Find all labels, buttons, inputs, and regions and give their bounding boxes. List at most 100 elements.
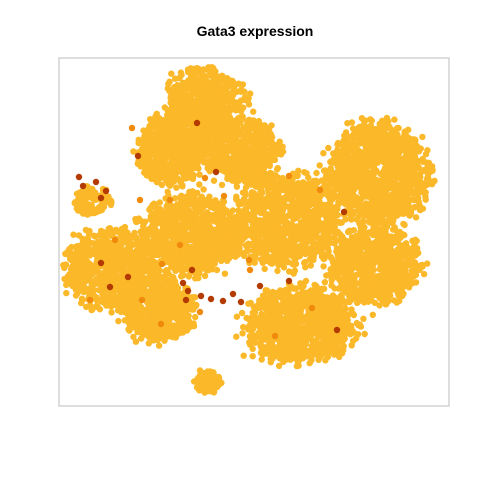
- data-point: [190, 249, 197, 256]
- data-point: [172, 154, 179, 161]
- data-point: [362, 117, 369, 124]
- data-point: [342, 174, 349, 181]
- data-point: [233, 168, 240, 175]
- data-point: [172, 75, 179, 82]
- data-point: [177, 136, 184, 143]
- data-point: [268, 241, 275, 249]
- data-point: [223, 169, 230, 177]
- data-point: [161, 104, 168, 111]
- data-point: [251, 259, 258, 266]
- data-point: [364, 173, 372, 180]
- data-point: [329, 159, 336, 166]
- data-point: [399, 207, 407, 215]
- data-point: [189, 89, 196, 97]
- data-point: [232, 240, 240, 247]
- data-point: [428, 163, 436, 170]
- data-point: [404, 191, 411, 198]
- data-point: [199, 95, 206, 102]
- data-point: [258, 129, 265, 136]
- data-point: [288, 239, 295, 247]
- data-point: [150, 158, 157, 165]
- data-point: [313, 201, 321, 209]
- data-point: [328, 228, 335, 235]
- data-point: [255, 148, 263, 156]
- data-point: [152, 113, 159, 120]
- data-point: [135, 139, 143, 146]
- data-point: [218, 181, 226, 189]
- data-point: [419, 133, 426, 141]
- data-point: [233, 183, 241, 190]
- data-point: [190, 172, 197, 179]
- data-point: [142, 147, 149, 154]
- data-point: [269, 170, 276, 178]
- data-point: [405, 126, 412, 133]
- data-point: [251, 194, 259, 201]
- data-point: [219, 84, 227, 91]
- data-point: [289, 200, 296, 208]
- data-point: [243, 217, 251, 224]
- data-point: [196, 204, 204, 211]
- data-point: [357, 131, 364, 138]
- data-point: [401, 221, 408, 229]
- data-point: [391, 139, 398, 147]
- data-point: [304, 193, 311, 200]
- data-point: [200, 254, 207, 261]
- data-point: [255, 221, 263, 228]
- data-point: [279, 197, 286, 204]
- data-point: [258, 182, 265, 189]
- data-point: [385, 118, 392, 125]
- data-point: [197, 227, 204, 235]
- data-point: [249, 119, 256, 127]
- data-point: [190, 164, 198, 171]
- data-point: [375, 155, 382, 162]
- data-point: [178, 89, 186, 97]
- data-point: [267, 259, 274, 267]
- data-point: [313, 169, 320, 177]
- data-point: [358, 189, 365, 196]
- data-point: [200, 186, 207, 193]
- data-point: [401, 171, 408, 179]
- data-point: [237, 149, 245, 157]
- data-point: [191, 79, 199, 86]
- data-point: [274, 165, 281, 172]
- data-point: [221, 270, 229, 277]
- data-point: [394, 194, 401, 201]
- data-point: [307, 262, 314, 269]
- data-point: [176, 254, 183, 262]
- data-point: [414, 191, 421, 198]
- data-point: [315, 220, 323, 227]
- data-point: [338, 219, 345, 226]
- data-point: [330, 220, 337, 227]
- data-point: [209, 102, 217, 110]
- data-point: [409, 180, 417, 187]
- data-point: [239, 115, 246, 123]
- data-point: [247, 90, 254, 97]
- data-point: [406, 196, 413, 204]
- data-point: [242, 229, 249, 236]
- data-point: [214, 88, 221, 95]
- data-point: [279, 175, 286, 183]
- data-point: [388, 202, 395, 210]
- data-point: [206, 136, 213, 143]
- data-point: [171, 136, 178, 144]
- data-point: [340, 168, 347, 175]
- data-point: [296, 251, 303, 258]
- data-point: [182, 123, 189, 130]
- data-point: [138, 231, 145, 239]
- data-point: [175, 168, 182, 175]
- data-point: [222, 254, 230, 261]
- data-point: [275, 231, 282, 238]
- data-point: [280, 186, 287, 193]
- data-point: [232, 253, 239, 260]
- data-point: [147, 116, 154, 123]
- data-point: [419, 168, 426, 175]
- data-point: [173, 159, 180, 166]
- data-point: [169, 213, 177, 220]
- data-point: [365, 182, 373, 189]
- data-point: [236, 143, 244, 150]
- data-point: [161, 125, 168, 132]
- data-point: [326, 200, 333, 207]
- data-point: [167, 111, 174, 119]
- data-point: [384, 138, 391, 145]
- data-point: [302, 184, 309, 191]
